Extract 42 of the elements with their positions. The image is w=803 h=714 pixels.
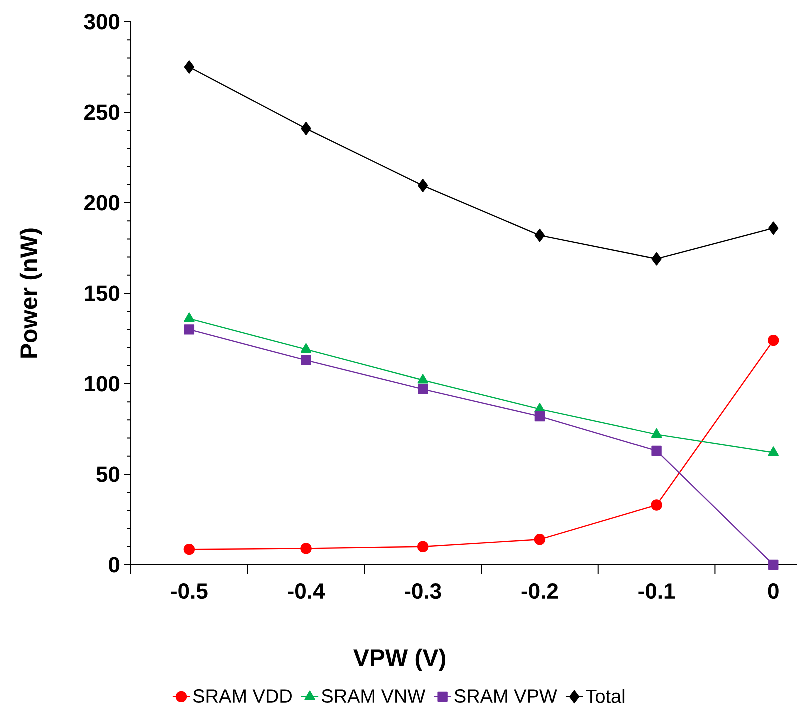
x-tick-label: 0 xyxy=(768,584,779,600)
point xyxy=(184,324,195,335)
point xyxy=(768,334,780,346)
point xyxy=(418,541,429,552)
x-tick-label: -0.1 xyxy=(638,584,676,600)
y-tick-label: 50 xyxy=(96,466,120,482)
point xyxy=(301,355,312,366)
x-tick-label: -0.4 xyxy=(288,584,326,600)
point xyxy=(300,344,312,353)
point xyxy=(534,411,546,422)
point xyxy=(651,428,662,438)
point xyxy=(651,500,662,511)
legend-label: SRAM VNW xyxy=(322,690,426,704)
x-tick-label: -0.3 xyxy=(405,584,442,600)
point xyxy=(184,544,196,556)
x-axis-title: VPW (V) xyxy=(354,648,446,672)
y-tick-label: 200 xyxy=(84,195,120,211)
point xyxy=(652,446,662,456)
point xyxy=(418,384,428,395)
point xyxy=(534,228,546,242)
y-tick-label: 250 xyxy=(84,104,120,120)
point xyxy=(768,222,779,235)
y-tick-label: 100 xyxy=(85,376,120,392)
point xyxy=(300,543,312,554)
y-axis-title: Power (nW) xyxy=(20,228,42,358)
point xyxy=(184,312,195,322)
y-tick-label: 300 xyxy=(84,14,120,30)
point xyxy=(418,179,428,192)
legend-label: SRAM VPW xyxy=(454,690,558,704)
point xyxy=(768,560,779,570)
point xyxy=(534,534,546,546)
y-tick-label: 0 xyxy=(109,557,120,573)
point xyxy=(301,122,312,136)
point xyxy=(184,60,195,74)
x-tick-label: -0.2 xyxy=(522,584,558,600)
y-tick-label: 150 xyxy=(85,286,120,302)
point xyxy=(768,446,779,456)
legend-label: Total xyxy=(586,689,625,704)
x-tick-label: -0.5 xyxy=(171,584,208,600)
point xyxy=(652,252,662,266)
legend-label: SRAM VDD xyxy=(193,690,292,704)
point xyxy=(418,374,428,384)
